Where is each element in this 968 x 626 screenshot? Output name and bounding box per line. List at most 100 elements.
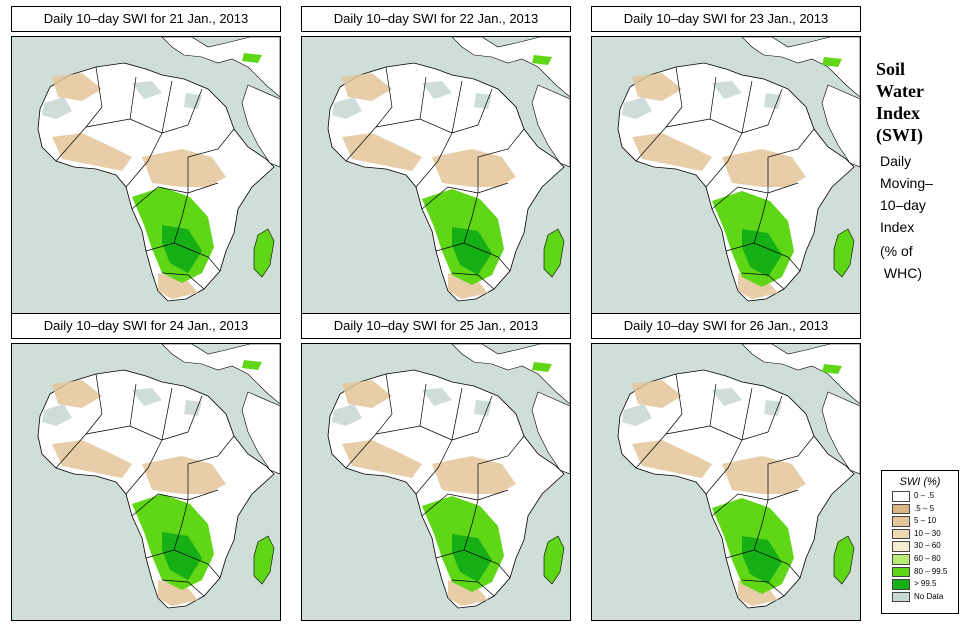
country-border (129, 383, 137, 427)
no-data-region (42, 404, 72, 426)
title-line: Water (876, 81, 924, 101)
legend-item: 60 – 80 (882, 553, 958, 566)
country-border (463, 499, 479, 551)
no-data-region (422, 81, 452, 99)
country-border (173, 499, 189, 551)
country-border (451, 272, 495, 290)
africa-swi-map (11, 36, 281, 314)
country-border (435, 242, 511, 272)
legend-label: 80 – 99.5 (914, 566, 948, 576)
no-data-region (332, 97, 362, 119)
no-data-region (474, 400, 492, 416)
country-border (419, 76, 427, 120)
wet-region (452, 227, 492, 275)
country-border (161, 272, 205, 290)
country-border (705, 132, 743, 188)
country-border (451, 387, 463, 441)
country-border (145, 242, 221, 272)
country-border (725, 549, 801, 579)
country-border (753, 192, 769, 244)
country-border (451, 579, 495, 597)
country-border (187, 395, 203, 433)
map-panel-2: Daily 10–day SWI for 22 Jan., 2013 (301, 6, 571, 314)
country-border (741, 579, 785, 597)
no-data-region (184, 400, 202, 416)
no-data-region (422, 388, 452, 406)
legend-item: .5 – 5 (882, 503, 958, 516)
dry-region (432, 456, 516, 494)
legend-item: 0 – .5 (882, 490, 958, 503)
country-border (725, 242, 801, 272)
legend-item: 30 – 60 (882, 540, 958, 553)
no-data-region (622, 97, 652, 119)
country-border (477, 435, 525, 500)
country-border (419, 383, 427, 427)
panel-title: Daily 10–day SWI for 22 Jan., 2013 (301, 6, 571, 32)
no-data-region (184, 93, 202, 109)
country-border (711, 489, 799, 517)
country-border (375, 373, 393, 435)
country-border (415, 132, 453, 188)
figure-title: Soil Water Index (SWI) (876, 58, 966, 146)
country-border (145, 549, 221, 579)
madagascar (253, 535, 275, 585)
desc-line: Daily (880, 153, 912, 169)
africa-swi-map (301, 343, 571, 621)
legend-swatch (892, 553, 910, 565)
no-data-region (764, 400, 782, 416)
dry-region (142, 456, 226, 494)
legend-swatch (892, 491, 910, 502)
legend-item: 10 – 30 (882, 528, 958, 541)
country-border (665, 66, 683, 128)
country-border (375, 66, 393, 128)
country-border (187, 435, 235, 500)
africa-swi-map (11, 343, 281, 621)
africa-swi-map (591, 36, 861, 314)
panel-title: Daily 10–day SWI for 21 Jan., 2013 (11, 6, 281, 32)
wet-region (162, 532, 202, 580)
legend-swatch (892, 528, 910, 540)
arabia-landmass (531, 84, 570, 168)
no-data-region (764, 93, 782, 109)
madagascar (253, 228, 275, 278)
wet-region (822, 57, 842, 67)
legend-swatch (892, 566, 910, 578)
wet-region (532, 55, 552, 65)
europe-landmass (451, 37, 570, 98)
title-line: Soil (876, 59, 906, 79)
dry-region (52, 380, 102, 408)
country-border (711, 182, 799, 210)
legend-label: 10 – 30 (914, 528, 941, 538)
dry-region (632, 380, 682, 408)
legend-label: > 99.5 (914, 579, 937, 589)
panel-title: Daily 10–day SWI for 26 Jan., 2013 (591, 313, 861, 339)
country-border (125, 439, 163, 495)
no-data-region (622, 404, 652, 426)
country-border (767, 395, 783, 433)
legend-label: No Data (914, 591, 944, 601)
dry-region (432, 149, 516, 187)
map-panel-4: Daily 10–day SWI for 24 Jan., 2013 (11, 313, 281, 621)
dry-region (342, 73, 392, 101)
country-border (161, 80, 173, 134)
map-panel-5: Daily 10–day SWI for 25 Jan., 2013 (301, 313, 571, 621)
country-border (85, 373, 103, 435)
legend-swatch (892, 579, 910, 590)
wet-region (532, 362, 552, 372)
arabia-landmass (241, 84, 280, 168)
title-line: Index (876, 103, 921, 123)
panel-title: Daily 10–day SWI for 24 Jan., 2013 (11, 313, 281, 339)
arabia-landmass (531, 391, 570, 475)
country-border (767, 88, 783, 126)
wet-region (162, 225, 202, 273)
unit-line: (% of (880, 243, 913, 259)
wet-region (822, 364, 842, 374)
legend-label: .5 – 5 (914, 503, 935, 513)
panel-title: Daily 10–day SWI for 23 Jan., 2013 (591, 6, 861, 32)
country-border (463, 192, 479, 244)
country-border (477, 88, 493, 126)
legend-swatch (892, 591, 910, 603)
dry-region (722, 456, 806, 494)
legend-label: 30 – 60 (914, 541, 941, 551)
legend-swatch (892, 503, 910, 515)
